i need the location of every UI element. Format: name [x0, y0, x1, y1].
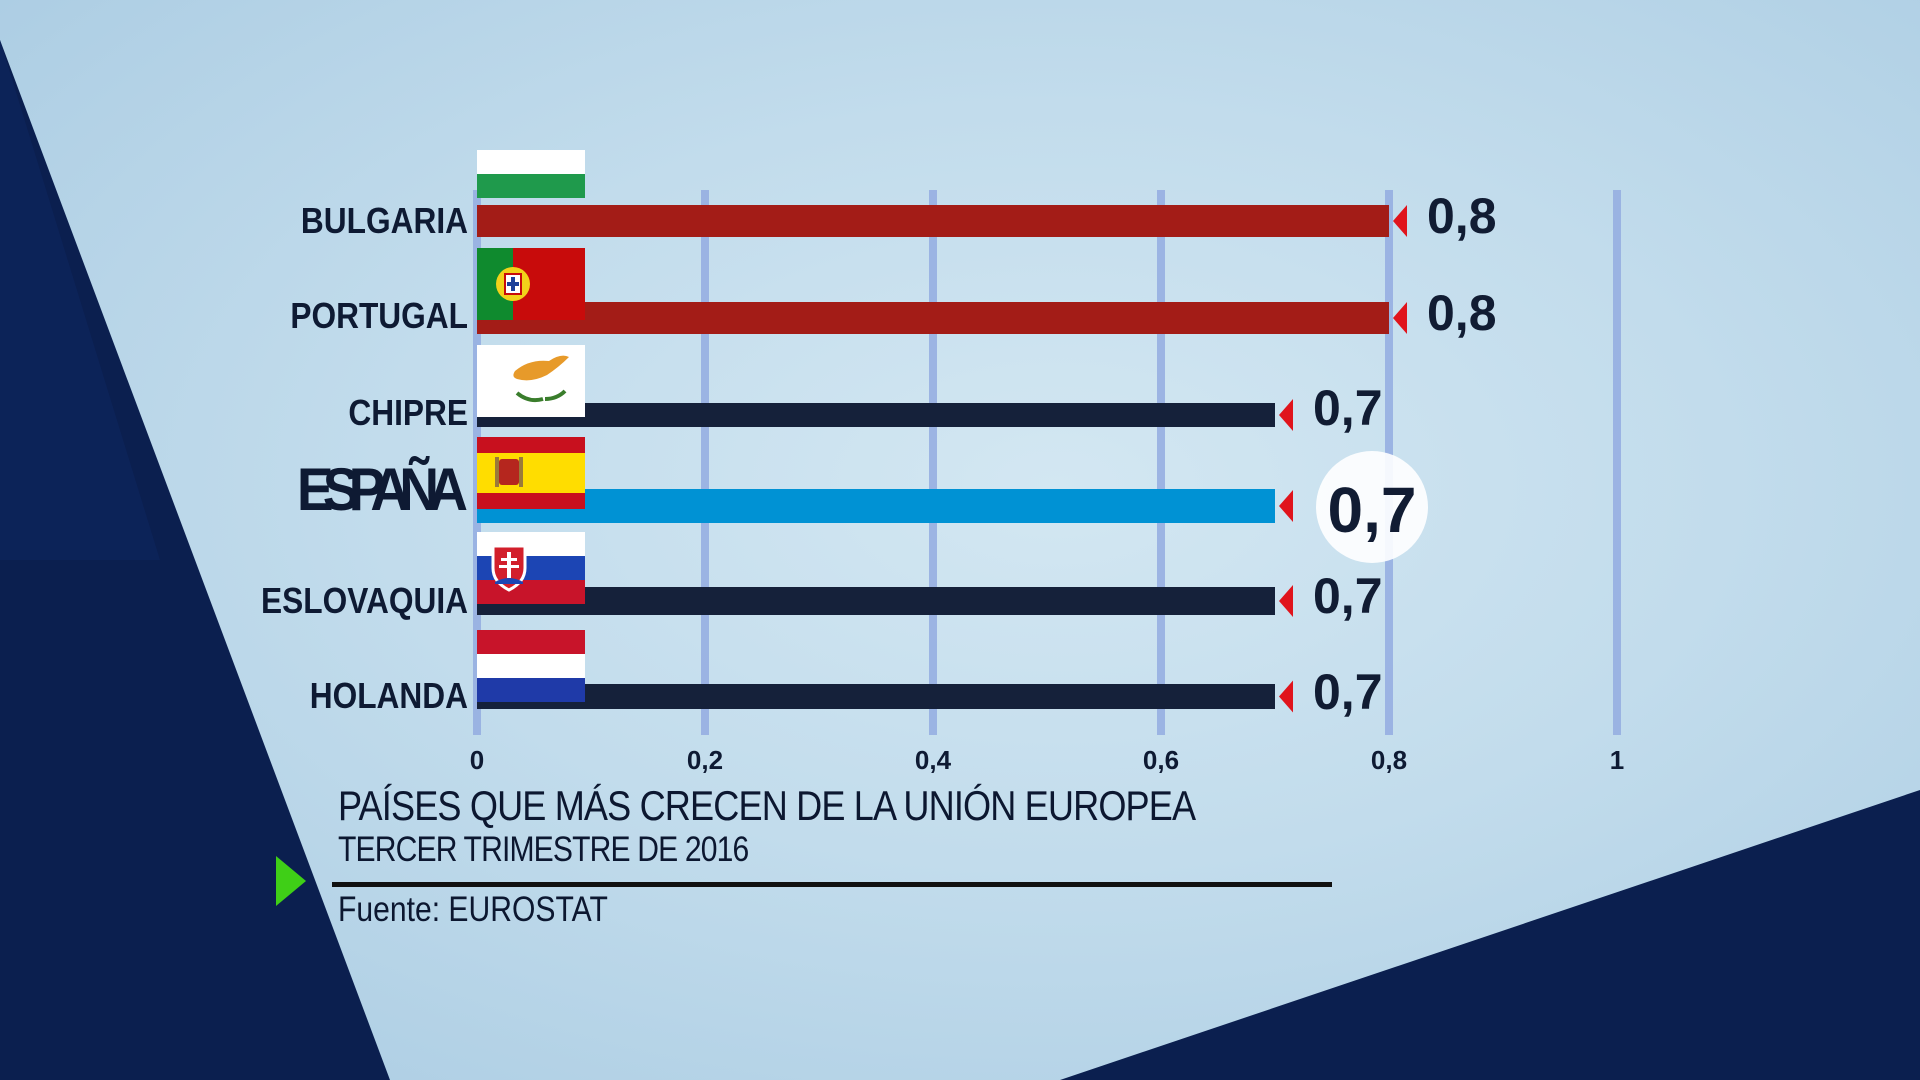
play-icon	[276, 856, 306, 906]
flag-hills	[495, 578, 523, 584]
left-navy-panel-shade	[0, 40, 160, 560]
flag-branches	[515, 389, 567, 403]
flag-netherlands-icon	[477, 630, 585, 702]
bar-row: CHIPRE 0,7	[348, 345, 1383, 436]
x-tick-label: 1	[1610, 745, 1624, 775]
grid-lines	[473, 190, 1621, 735]
grid-line	[1613, 190, 1621, 735]
bar-row: ESPAÑA 0,7	[297, 437, 1428, 563]
chart-title: PAÍSES QUE MÁS CRECEN DE LA UNIÓN EUROPE…	[338, 782, 1196, 829]
bar-rows: BULGARIA 0,8 PORTUGAL 0,8 CHIPRE 0,7 ESPAÑA 0,7…	[261, 150, 1497, 720]
flag-field	[477, 345, 585, 417]
bar-row: HOLANDA 0,7	[310, 630, 1383, 720]
x-tick-label: 0,6	[1143, 745, 1179, 775]
value-label: 0,8	[1427, 285, 1497, 341]
value-label: 0,7	[1313, 568, 1383, 624]
bottom-right-navy-panel	[1060, 790, 1920, 1080]
flag-slovakia-icon	[477, 532, 585, 604]
flag-shield-mark	[507, 282, 519, 286]
flag-cyprus-icon	[477, 345, 585, 417]
value-highlight-circle	[1316, 451, 1428, 563]
category-label: CHIPRE	[348, 393, 468, 433]
bar-row: BULGARIA 0,8	[301, 150, 1497, 244]
flag-stripe	[477, 630, 585, 654]
flag-spain-icon	[477, 437, 585, 509]
chart-source: Fuente: EUROSTAT	[338, 890, 608, 929]
value-marker-icon	[1279, 399, 1293, 431]
category-label: BULGARIA	[301, 201, 468, 241]
value-marker-icon	[1279, 680, 1293, 713]
flag-bulgaria-icon	[477, 150, 585, 198]
value-label: 0,7	[1328, 474, 1417, 546]
flag-stripe	[477, 678, 585, 702]
bar	[477, 302, 1389, 334]
category-label: HOLANDA	[310, 676, 468, 716]
category-label: PORTUGAL	[290, 296, 468, 336]
flag-pillar	[519, 457, 523, 487]
flag-pillar	[495, 457, 499, 487]
value-label: 0,7	[1313, 380, 1383, 436]
value-marker-icon	[1279, 490, 1293, 522]
x-tick-label: 0,8	[1371, 745, 1407, 775]
bar-row: ESLOVAQUIA 0,7	[261, 532, 1383, 624]
flag-stripe	[477, 174, 585, 198]
value-label: 0,7	[1313, 664, 1383, 720]
category-label: ESPAÑA	[297, 457, 468, 524]
bar	[477, 403, 1275, 427]
flag-stripe	[477, 580, 585, 604]
grid-line	[1157, 190, 1165, 735]
value-marker-icon	[1279, 585, 1293, 617]
flag-coat-of-arms	[499, 459, 519, 485]
grid-line	[701, 190, 709, 735]
x-tick-label: 0,2	[687, 745, 723, 775]
category-label: ESLOVAQUIA	[261, 581, 468, 621]
grid-line	[929, 190, 937, 735]
value-marker-icon	[1393, 302, 1407, 334]
caption-divider	[332, 882, 1332, 887]
left-navy-panel	[0, 40, 390, 1080]
flag-cross	[501, 558, 517, 561]
flag-stripe	[477, 150, 585, 174]
chart-subtitle: TERCER TRIMESTRE DE 2016	[338, 830, 749, 869]
flag-stripe	[477, 654, 585, 678]
flag-cross	[499, 565, 519, 568]
x-axis-ticks: 0 0,2 0,4 0,6 0,8 1	[470, 745, 1624, 775]
chart-caption: PAÍSES QUE MÁS CRECEN DE LA UNIÓN EUROPE…	[332, 782, 1338, 929]
x-tick-label: 0,4	[915, 745, 952, 775]
bar	[477, 205, 1389, 237]
bar	[477, 587, 1275, 615]
value-label: 0,8	[1427, 188, 1497, 244]
flag-island	[513, 355, 569, 381]
bar	[477, 684, 1275, 709]
flag-portugal-icon	[477, 248, 585, 320]
bar	[477, 489, 1275, 523]
value-marker-icon	[1393, 205, 1407, 237]
bar-row: PORTUGAL 0,8	[290, 248, 1497, 341]
flag-stripe	[477, 453, 585, 493]
x-tick-label: 0	[470, 745, 484, 775]
